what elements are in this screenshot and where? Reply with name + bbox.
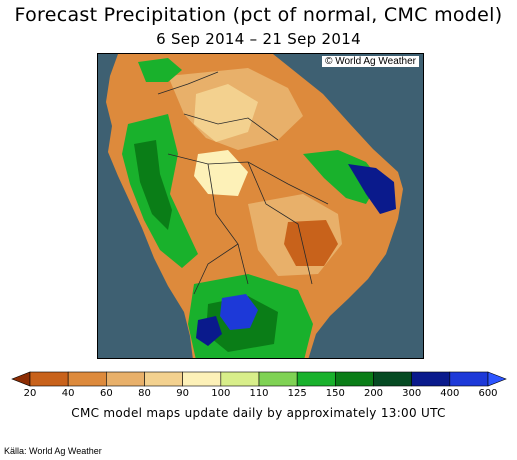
pale-zone-center — [194, 84, 258, 142]
legend-swatch — [106, 371, 145, 387]
legend-tick-labels: 20 40 60 80 90 100 110 125 150 200 300 400 600 — [12, 388, 506, 402]
legend-tick-label: 150 — [325, 388, 345, 399]
legend-tick-label: 300 — [402, 388, 422, 399]
legend-swatch — [144, 371, 183, 387]
legend-swatch — [258, 371, 298, 387]
legend-swatch — [182, 371, 222, 387]
wet-zone-northeast-core — [348, 164, 396, 214]
pale-zone-west — [194, 150, 248, 196]
legend-swatch — [29, 371, 69, 387]
legend-swatch — [411, 371, 451, 387]
map-credit: © World Ag Weather — [322, 56, 419, 67]
legend-swatch — [335, 371, 374, 387]
map-date-range: 6 Sep 2014 – 21 Sep 2014 — [156, 30, 361, 48]
wet-zone-northeast — [303, 150, 380, 204]
map-title: Forecast Precipitation (pct of normal, C… — [14, 4, 503, 26]
legend-arrow-low — [11, 371, 31, 387]
update-note: CMC model maps update daily by approxima… — [71, 406, 446, 420]
legend-tick-label: 100 — [211, 388, 231, 399]
legend-tick-label: 80 — [138, 388, 151, 399]
precipitation-map: © World Ag Weather — [97, 53, 424, 359]
wet-zone-andes-core — [134, 140, 172, 230]
legend-tick-label: 90 — [176, 388, 190, 399]
legend-colorbar — [11, 371, 507, 387]
legend-tick-label: 125 — [287, 388, 307, 399]
legend-tick-label: 600 — [478, 388, 498, 399]
south-america-map-graphic — [98, 54, 423, 358]
legend-tick-label: 400 — [440, 388, 460, 399]
source-credit: Källa: World Ag Weather — [4, 446, 102, 456]
heavy-rain-zone-southwest — [196, 316, 222, 346]
legend-tick-label: 60 — [99, 388, 113, 399]
heavy-rain-zone-south — [220, 294, 258, 330]
legend-colorbar-graphic — [11, 371, 507, 387]
country-borders — [157, 71, 329, 295]
legend-swatch — [373, 371, 412, 387]
legend-swatch — [296, 371, 336, 387]
legend-tick-label: 20 — [23, 388, 37, 399]
legend-tick-label: 200 — [363, 388, 384, 399]
dark-dry-zone — [284, 220, 338, 266]
legend-swatch — [67, 371, 107, 387]
legend-tick-label: 110 — [249, 388, 269, 399]
legend-swatch — [220, 371, 260, 387]
legend-tick-label: 40 — [61, 388, 75, 399]
legend-swatch — [449, 371, 489, 387]
wet-zone-north-coast — [138, 58, 182, 82]
legend-arrow-high — [487, 371, 507, 387]
